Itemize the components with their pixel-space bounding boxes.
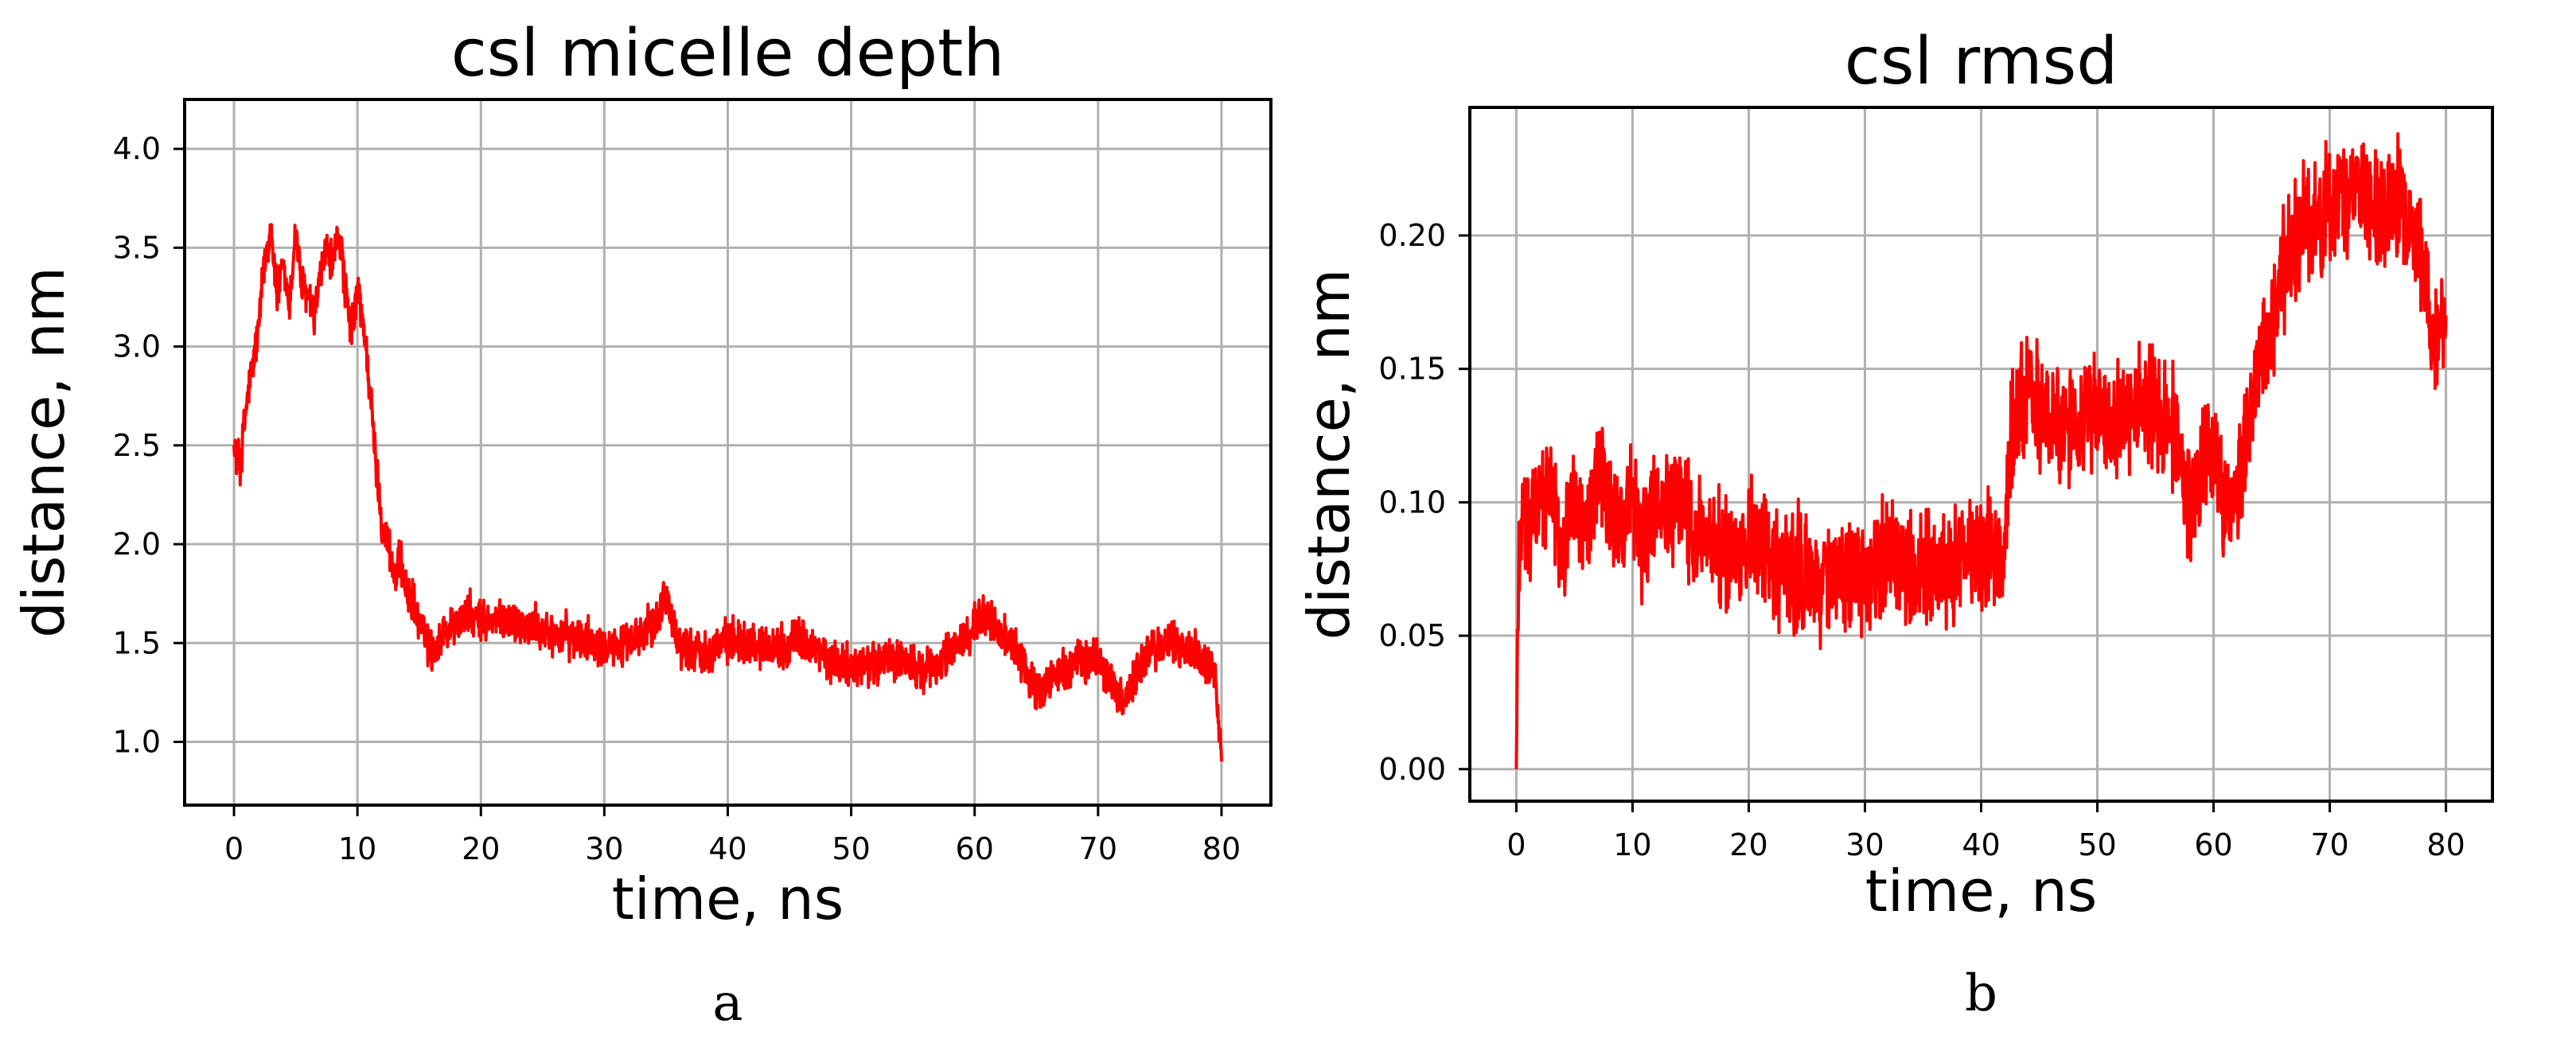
x-tick-label-b-7: 70: [2310, 827, 2348, 862]
y-tick-label-b-4: 0.20: [1378, 218, 1446, 253]
y-tick-label-b-2: 0.10: [1378, 485, 1446, 520]
x-axis-label-b: time, ns: [1865, 858, 2098, 924]
x-tick-label-a-8: 80: [1202, 831, 1241, 866]
x-tick-label-a-3: 30: [585, 831, 623, 866]
x-tick-label-b-0: 0: [1506, 827, 1526, 862]
panel-caption-a: a: [712, 974, 742, 1033]
x-ticks-b: 0 10 20 30 40 50 60 70 80: [1506, 801, 2465, 862]
y-tick-label-a-6: 4.0: [113, 131, 161, 166]
panel-caption-b: b: [1965, 964, 1997, 1023]
y-tick-label-a-2: 2.0: [113, 527, 161, 562]
y-tick-label-b-1: 0.05: [1378, 618, 1446, 653]
x-tick-label-b-1: 10: [1613, 827, 1651, 862]
chart-micelle-depth: 0 10 20 30 40 50 60 70 80 1.01.52.02.53.03.54.0 …: [10, 16, 1272, 1033]
x-tick-label-a-7: 70: [1079, 831, 1117, 866]
series-line-b-0: [1514, 132, 2448, 769]
y-tick-label-a-1: 1.5: [113, 625, 161, 660]
y-tick-label-a-5: 3.5: [113, 230, 161, 265]
y-ticks-a: 1.0 1.5 2.0 2.5 3.0 3.5 4.0: [113, 131, 185, 759]
x-tick-label-b-4: 40: [1962, 827, 2000, 862]
x-tick-label-a-6: 60: [956, 831, 994, 866]
y-ticks-b: 0.00 0.05 0.10 0.15 0.20: [1378, 218, 1470, 787]
y-tick-label-b-0: 0.00: [1378, 752, 1446, 787]
x-tick-label-a-5: 50: [832, 831, 870, 866]
x-tick-label-a-2: 20: [462, 831, 500, 866]
y-tick-label-a-0: 1.0: [113, 724, 161, 759]
x-tick-label-b-6: 60: [2194, 827, 2232, 862]
x-tick-label-b-3: 30: [1845, 827, 1884, 862]
x-tick-label-a-0: 0: [224, 831, 244, 866]
x-tick-label-b-8: 80: [2426, 827, 2465, 862]
x-tick-label-b-2: 20: [1729, 827, 1767, 862]
y-axis-label-a: distance, nm: [10, 267, 77, 638]
x-tick-label-b-5: 50: [2078, 827, 2116, 862]
y-axis-label-b: distance, nm: [1296, 269, 1362, 640]
chart-title-b: csl rmsd: [1845, 24, 2118, 99]
y-tick-label-a-3: 2.5: [113, 428, 161, 463]
chart-title-a: csl micelle depth: [451, 16, 1005, 91]
x-axis-label-a: time, ns: [612, 866, 844, 932]
line-layer-b: [1514, 132, 2448, 769]
x-tick-label-a-1: 10: [338, 831, 376, 866]
series-line-a-0: [232, 223, 1223, 762]
line-layer-a: [232, 223, 1223, 762]
x-ticks-a: 0 10 20 30 40 50 60 70 80: [224, 805, 1241, 866]
x-tick-label-a-4: 40: [708, 831, 746, 866]
y-tick-label-b-3: 0.15: [1378, 352, 1446, 387]
chart-rmsd: 0 10 20 30 40 50 60 70 80 0.00 0.05 0.10 0.15 0.20 c…: [1296, 24, 2494, 1023]
y-tick-label-a-4: 3.0: [113, 329, 161, 364]
